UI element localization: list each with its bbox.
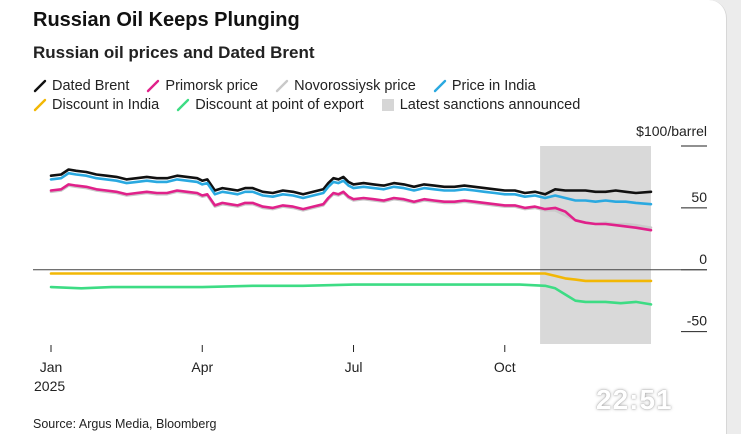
x-tick-label-3: Oct xyxy=(494,359,516,375)
chart-title: Russian Oil Keeps Plunging xyxy=(33,9,300,31)
legend-label-discount-india: Discount in India xyxy=(52,97,160,113)
y-tick-label-2: 0 xyxy=(699,251,707,267)
legend-item-novorossiysk: Novorossiysk price xyxy=(275,78,416,94)
legend-label-sanctions: Latest sanctions announced xyxy=(399,97,581,113)
legend-row-2: Discount in India Discount at point of e… xyxy=(33,97,593,116)
legend-row-1: Dated Brent Primorsk price Novorossiysk … xyxy=(33,78,549,97)
x-tick-label-1: Apr xyxy=(191,359,213,375)
series-line-discount-at-point-of-export xyxy=(49,283,653,306)
chart-subtitle: Russian oil prices and Dated Brent xyxy=(33,43,315,62)
series-line-primorsk-price xyxy=(49,183,653,232)
legend-item-discount-export: Discount at point of export xyxy=(176,97,364,113)
series-line-discount-in-india xyxy=(49,272,653,283)
legend-item-discount-india: Discount in India xyxy=(33,97,159,113)
legend-dated-brent-icon xyxy=(33,79,47,93)
legend-sanctions-swatch-icon xyxy=(381,99,394,111)
legend-discount-export-icon xyxy=(177,98,190,112)
x-tick-label-0: Jan xyxy=(40,359,63,375)
legend-label-primorsk: Primorsk price xyxy=(165,78,259,94)
legend-label-dated-brent: Dated Brent xyxy=(52,78,130,94)
y-unit-label: $100/barrel xyxy=(636,123,707,139)
legend-primorsk-icon xyxy=(147,79,160,93)
chart-plot: 50 0 -50 $100/barrel Jan 2025 Apr Jul Oct xyxy=(33,123,707,394)
series-line-price-in-india xyxy=(49,171,653,206)
legend-label-discount-export: Discount at point of export xyxy=(195,97,364,113)
sanctions-shaded-region xyxy=(540,146,651,344)
legend-discount-india-icon xyxy=(33,98,47,112)
legend-item-dated-brent: Dated Brent xyxy=(33,78,129,94)
source-note: Source: Argus Media, Bloomberg xyxy=(33,417,217,431)
legend-novorossiysk-icon xyxy=(275,79,289,93)
x-tick-label-2: Jul xyxy=(345,359,363,375)
legend-item-primorsk: Primorsk price xyxy=(146,78,258,94)
legend-item-price-india: Price in India xyxy=(433,78,536,94)
legend-label-price-india: Price in India xyxy=(451,78,536,94)
y-tick-label-1: 50 xyxy=(691,189,707,205)
legend-label-novorossiysk: Novorossiysk price xyxy=(294,78,416,94)
x-tick-sublabel-0: 2025 xyxy=(34,378,65,394)
series-line-dated-brent xyxy=(49,168,653,196)
legend-item-sanctions: Latest sanctions announced xyxy=(381,97,581,113)
timestamp-overlay: 22:51 xyxy=(596,384,673,415)
y-tick-label-3: -50 xyxy=(687,313,707,329)
legend-price-india-icon xyxy=(433,79,447,93)
